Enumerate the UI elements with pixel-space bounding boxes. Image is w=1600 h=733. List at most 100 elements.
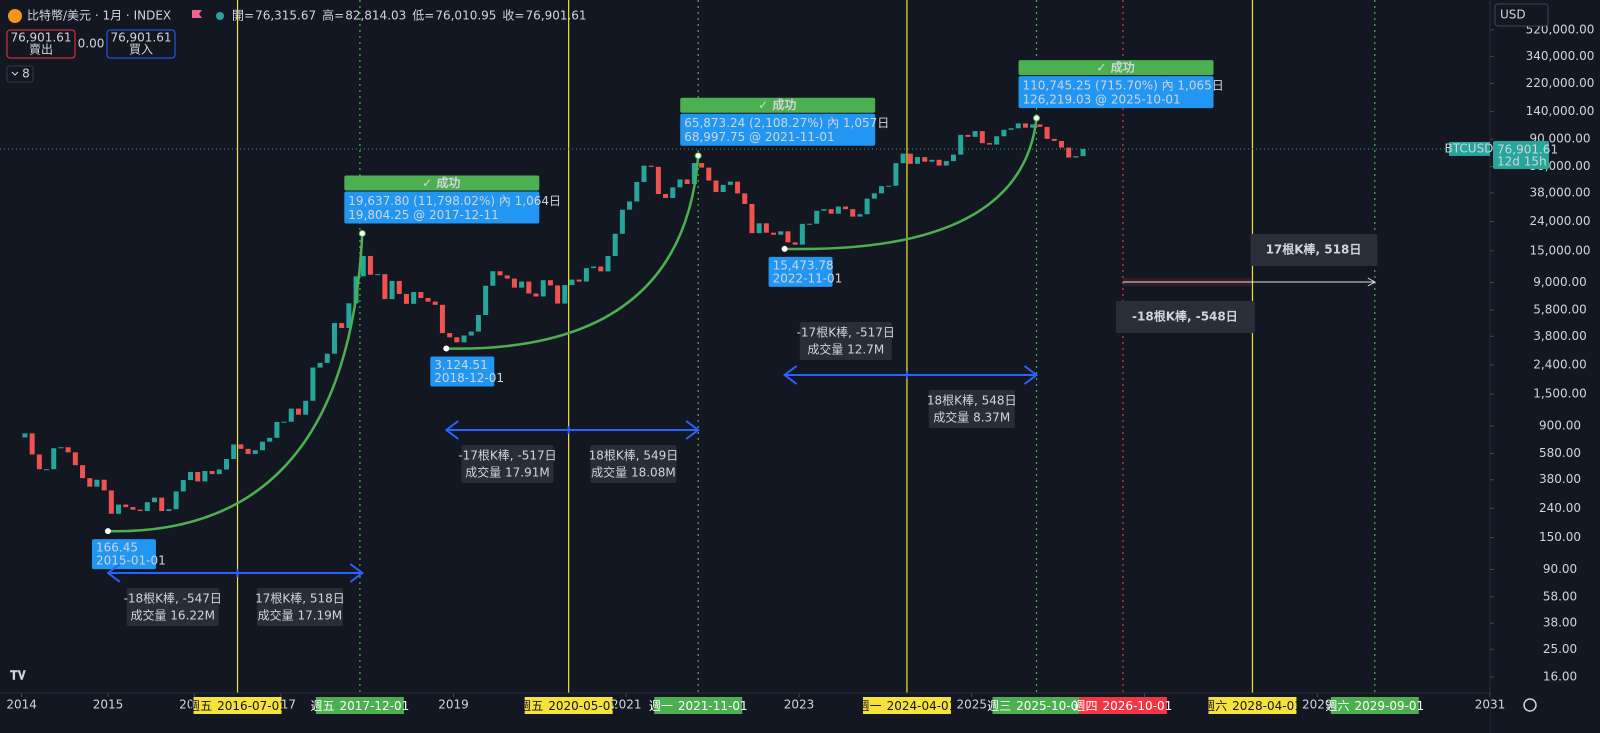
result-box <box>680 113 876 146</box>
date-tag-date: 2028-04-01 <box>1232 699 1302 713</box>
ohlc-value: 76,315.67 <box>255 9 316 23</box>
range-bars: -17根K棒, -517日 <box>797 326 895 340</box>
buy-button[interactable] <box>106 29 176 59</box>
price-tag <box>1493 140 1549 169</box>
low-date: 2015-01-01 <box>96 554 166 568</box>
candle <box>569 279 575 286</box>
candle <box>44 469 50 471</box>
date-tag-label: 週五 2017-12-01 <box>311 699 410 713</box>
candle <box>713 180 719 193</box>
candle <box>439 304 445 334</box>
candle <box>202 471 208 482</box>
y-tick-label: 380.00 <box>1539 472 1581 486</box>
candle <box>850 209 856 217</box>
candle <box>65 447 71 453</box>
trend-curve <box>784 117 1038 251</box>
candle <box>223 459 229 470</box>
candle <box>1037 124 1043 127</box>
candle <box>583 268 589 282</box>
date-tag-weekday: 週六 <box>1203 699 1227 713</box>
candle <box>922 157 928 162</box>
candle <box>1073 156 1079 158</box>
chevron <box>11 71 19 76</box>
candle <box>375 274 381 276</box>
candle <box>547 280 553 286</box>
arrow-head <box>1367 277 1376 287</box>
candle <box>144 502 150 512</box>
candle <box>317 362 323 368</box>
date-tag <box>1208 697 1297 714</box>
buy-price: 76,901.61 <box>110 31 171 45</box>
candle <box>339 323 345 329</box>
settings-icon[interactable] <box>1523 698 1537 712</box>
candle <box>346 303 352 329</box>
candle <box>792 242 798 245</box>
date-tag-date: 2025-10-01 <box>1016 699 1086 713</box>
sell-button[interactable] <box>6 29 76 59</box>
candle <box>706 167 712 181</box>
result-box <box>1018 76 1214 109</box>
candle <box>641 165 647 183</box>
candle <box>447 333 453 338</box>
candle <box>994 136 1000 145</box>
candle <box>396 280 402 294</box>
candle <box>101 479 107 491</box>
candle <box>519 281 525 288</box>
ohlc-value: 82,814.03 <box>345 9 406 23</box>
y-tick-label: 15,000.00 <box>1529 243 1590 257</box>
candle <box>1058 140 1064 148</box>
price-tag-label: 76,901.61 <box>1497 142 1558 156</box>
indicator-toggle[interactable] <box>6 65 34 83</box>
low-box <box>91 539 156 570</box>
candle <box>843 206 849 210</box>
candle <box>929 159 935 162</box>
candle <box>483 285 489 315</box>
candle <box>785 231 791 243</box>
low-point <box>104 528 111 535</box>
candle <box>1015 123 1021 129</box>
symbol-title: 比特幣/美元 · 1月 · INDEX <box>27 8 171 23</box>
candle <box>274 422 280 438</box>
y-tick-label: 58.00 <box>1543 589 1577 603</box>
range-volume: 成交量 12.7M <box>807 342 884 357</box>
range-box <box>461 445 554 483</box>
trend-curve <box>107 233 364 533</box>
range-box <box>928 390 1015 428</box>
candle <box>605 255 611 272</box>
y-tick-label: 16.00 <box>1543 670 1577 684</box>
symbol-tag <box>1449 141 1490 156</box>
date-tag-weekday: 週五 <box>519 699 543 713</box>
range-bars: 17根K棒, 518日 <box>255 592 345 606</box>
date-tag-weekday: 週三 <box>987 699 1011 713</box>
candle <box>87 478 93 487</box>
date-tag-weekday: 週六 <box>1325 699 1349 713</box>
projection-left: -18根K棒, -548日 <box>1132 309 1238 324</box>
flag-icon[interactable] <box>192 10 202 18</box>
candle <box>22 433 28 438</box>
date-tag <box>654 697 743 714</box>
candle <box>828 209 834 214</box>
price-axis <box>1490 0 1600 733</box>
candle <box>403 293 409 304</box>
y-tick-label: 900.00 <box>1539 419 1581 433</box>
sell-label: 賣出 <box>29 42 53 57</box>
candle <box>72 452 78 466</box>
range-box <box>126 588 219 626</box>
candle <box>727 181 733 185</box>
high-label: 68,997.75 @ 2021-11-01 <box>684 130 834 144</box>
high-point <box>694 152 702 160</box>
ohlc-value: 76,010.95 <box>435 9 496 23</box>
date-tag <box>524 697 613 714</box>
y-tick-label: 580.00 <box>1539 446 1581 460</box>
y-tick-label: 38,000.00 <box>1529 185 1590 199</box>
currency-select[interactable] <box>1494 3 1549 27</box>
sell-price: 76,901.61 <box>10 31 71 45</box>
date-tag-weekday: 週一 <box>858 699 882 713</box>
candle <box>972 131 978 137</box>
candle <box>137 509 143 512</box>
symbol-tag-label: BTCUSD <box>1445 141 1494 155</box>
candle <box>907 153 913 164</box>
candle <box>360 255 366 277</box>
date-tag-date: 2021-11-01 <box>678 699 748 713</box>
